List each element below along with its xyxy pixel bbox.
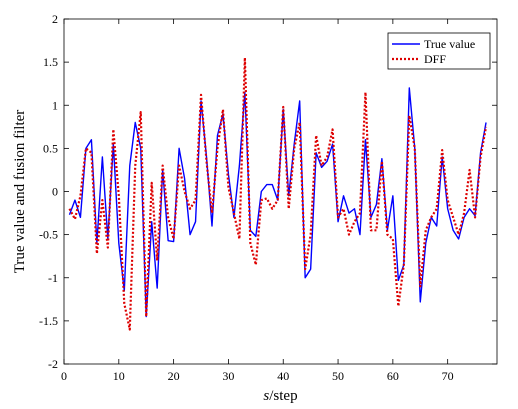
x-tick-label: 50 xyxy=(332,369,344,383)
x-tick-label: 10 xyxy=(113,369,125,383)
y-tick-label: -1.5 xyxy=(39,314,58,328)
y-tick-label: 2 xyxy=(52,12,58,26)
x-axis-label: s/step xyxy=(263,388,297,404)
y-tick-label: -0.5 xyxy=(39,228,58,242)
plot-area xyxy=(64,19,497,364)
legend-entry-true-value: True value xyxy=(424,37,475,51)
x-tick-label: 0 xyxy=(61,369,67,383)
series-layer xyxy=(68,56,488,331)
legend: True value DFF xyxy=(387,32,491,70)
y-tick-label: 0.5 xyxy=(43,141,58,155)
y-tick-label: 1.5 xyxy=(43,55,58,69)
series-line-dff xyxy=(68,56,488,331)
x-axis-label-italic: s xyxy=(263,388,269,404)
axes-layer: 0 10 20 30 40 50 60 70 -2 -1.5 -1 -0.5 0 0.5 1 1.5 2 xyxy=(39,12,498,383)
plot-background xyxy=(64,19,497,364)
y-tick-label: 1 xyxy=(52,98,58,112)
x-tick-label: 70 xyxy=(442,369,454,383)
x-tick-label: 60 xyxy=(387,369,399,383)
legend-entry-dff: DFF xyxy=(424,52,446,66)
y-tick-label: -1 xyxy=(48,271,58,285)
legend-box xyxy=(387,32,491,70)
x-tick-label: 30 xyxy=(222,369,234,383)
x-tick-label: 20 xyxy=(168,369,180,383)
y-tick-label: 0 xyxy=(52,185,58,199)
x-axis-label-rest: /step xyxy=(269,388,297,404)
y-axis-label: True value and fusion filter xyxy=(12,110,28,274)
y-tick-label: -2 xyxy=(48,357,58,371)
x-tick-label: 40 xyxy=(277,369,289,383)
